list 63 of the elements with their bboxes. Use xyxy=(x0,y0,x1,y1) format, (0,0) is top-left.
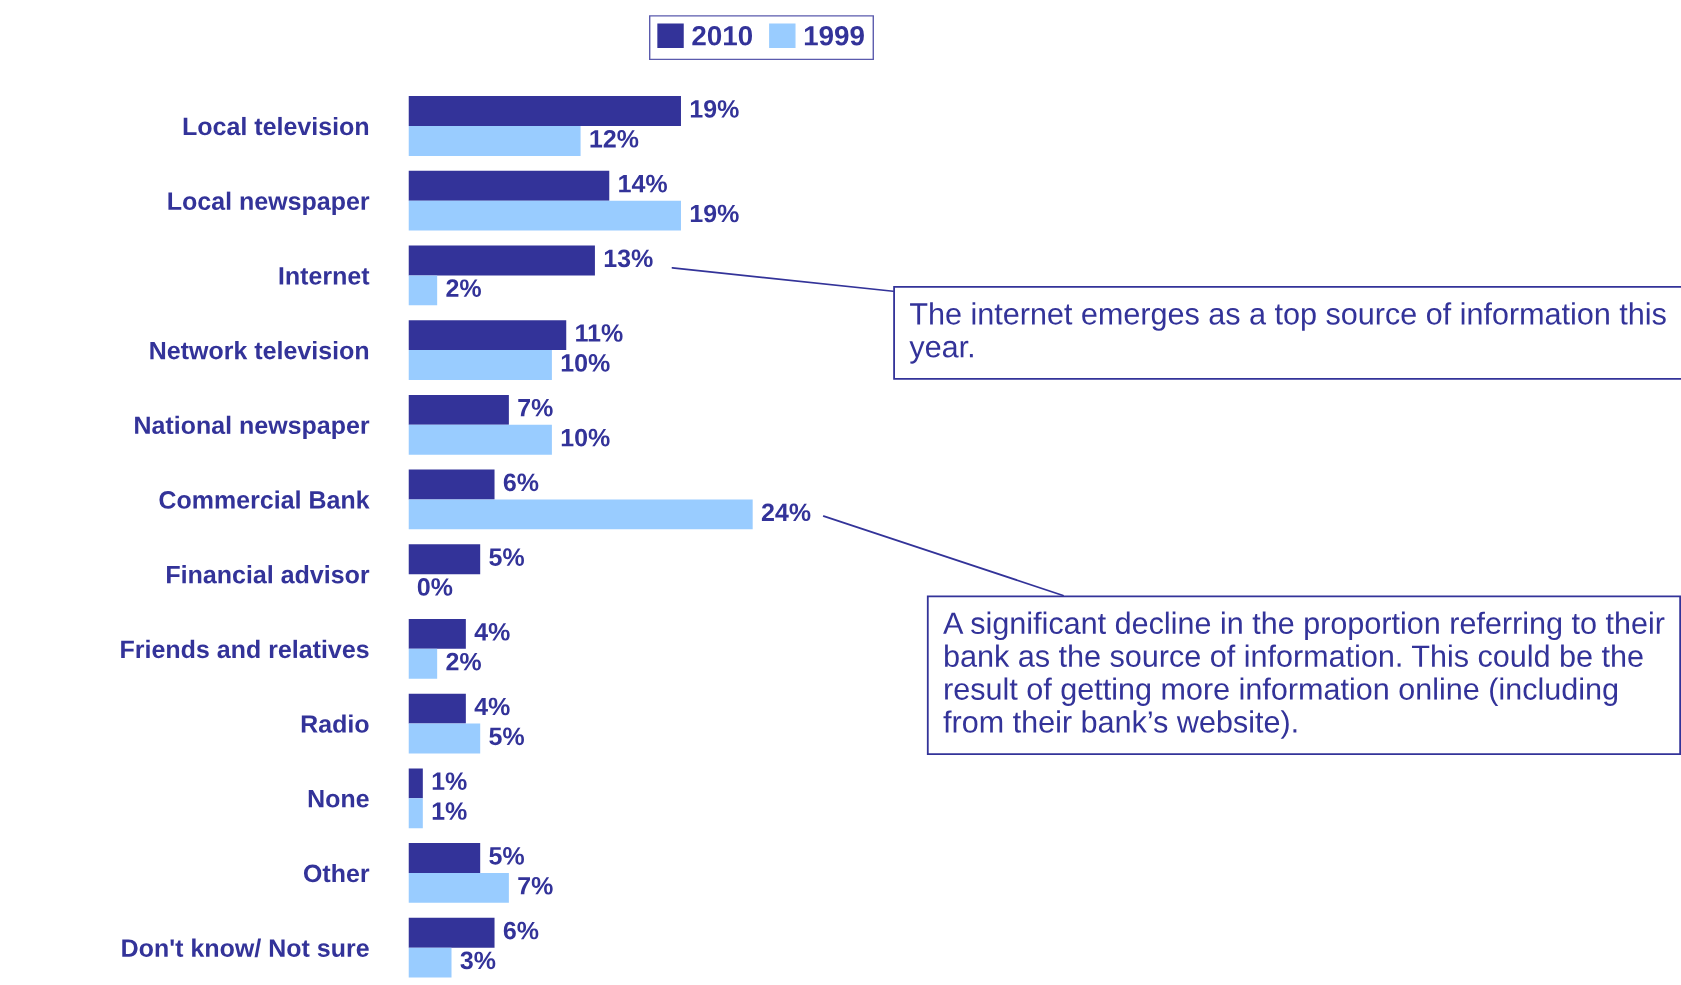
data-label: 24% xyxy=(761,503,811,522)
y-tick-label: Network television xyxy=(150,341,369,360)
bar xyxy=(408,843,481,873)
text: A significant decline in the proportion referring to their bank as the source of information. This could be the result of getting more information online (including from their bank’s website). xyxy=(943,611,1665,739)
y-tick-label: Friends and relatives xyxy=(121,639,369,659)
bar xyxy=(408,947,452,978)
y-tick-label: Internet xyxy=(279,267,370,285)
y-tick-label: Radio xyxy=(301,714,369,733)
text: The internet emerges as a top source of information this year. xyxy=(909,302,1666,364)
bar xyxy=(408,499,753,530)
data-label: 2% xyxy=(446,279,481,297)
bar xyxy=(408,618,466,649)
bar xyxy=(408,693,466,724)
y-tick-label: Financial advisor xyxy=(167,565,370,584)
bar xyxy=(408,469,495,500)
data-label: 13% xyxy=(604,249,653,268)
data-label: 5% xyxy=(489,847,524,865)
bar xyxy=(408,170,610,201)
bar xyxy=(408,424,552,455)
bar xyxy=(408,768,423,799)
data-label: 4% xyxy=(474,623,510,641)
data-label: 0% xyxy=(417,578,453,596)
data-label: 4% xyxy=(474,697,510,716)
data-label: 7% xyxy=(518,876,553,895)
data-label: 19% xyxy=(690,100,739,118)
y-tick-label: Commercial Bank xyxy=(159,490,370,509)
data-label: 3% xyxy=(460,951,496,970)
data-label: 1% xyxy=(432,772,467,790)
y-tick-label: None xyxy=(308,790,369,808)
bar xyxy=(408,126,581,156)
data-label: 14% xyxy=(619,174,667,193)
y-tick-label: Other xyxy=(303,863,370,883)
bar xyxy=(408,798,423,829)
bar xyxy=(408,96,681,126)
legend-label: 1999 xyxy=(804,25,864,46)
data-label: 2% xyxy=(446,652,481,671)
y-tick-label: Local television xyxy=(183,116,369,136)
bar xyxy=(408,648,438,679)
y-tick-label: Local newspaper xyxy=(168,191,370,215)
bar xyxy=(408,872,509,903)
bar xyxy=(408,245,595,276)
data-label: 6% xyxy=(503,473,539,492)
y-tick-label: Don't know/ Not sure xyxy=(122,938,369,958)
bar xyxy=(408,320,567,351)
bar xyxy=(408,350,552,380)
bar xyxy=(408,200,681,231)
bar xyxy=(408,275,438,306)
y-tick-label: National newspaper xyxy=(135,415,370,440)
data-label: 10% xyxy=(561,428,610,447)
bar xyxy=(408,917,495,948)
data-label: 6% xyxy=(503,921,539,940)
legend-label: 2010 xyxy=(692,25,753,46)
data-label: 5% xyxy=(489,727,524,746)
bar xyxy=(408,394,509,425)
bar xyxy=(408,544,481,575)
data-label: 5% xyxy=(489,548,524,566)
bar xyxy=(408,723,481,754)
data-label: 12% xyxy=(590,129,639,148)
data-label: 1% xyxy=(432,802,467,820)
data-label: 7% xyxy=(518,398,553,417)
data-label: 11% xyxy=(576,324,623,342)
data-label: 10% xyxy=(561,354,610,372)
data-label: 19% xyxy=(690,204,739,223)
